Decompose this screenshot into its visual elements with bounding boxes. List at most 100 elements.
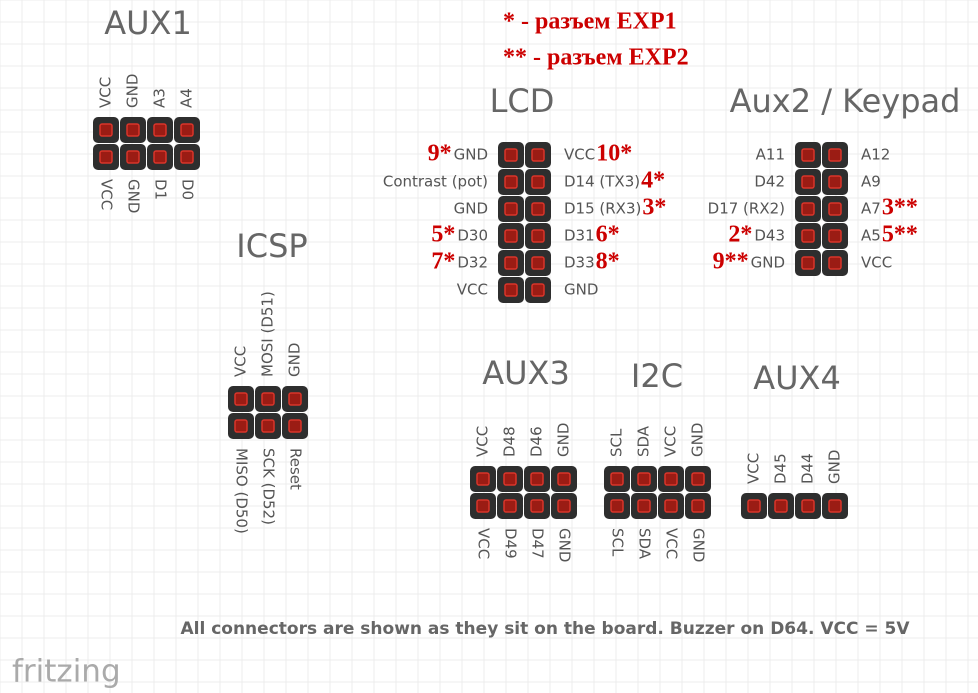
pin-socket [801,229,815,243]
pin-socket [503,499,517,513]
pin-label: D32 [457,254,488,272]
pin-label: A5 [861,227,881,245]
connector-mark: 6* [596,222,620,248]
pin-socket [288,419,302,433]
pin-socket [801,175,815,189]
connector-title: LCD [490,82,555,120]
pin-label: A7 [861,200,881,218]
pin-label: Reset [287,448,305,490]
pin-socket [126,123,140,137]
connector-mark: 4* [641,168,665,194]
pin-socket [504,256,518,270]
pin-label: Contrast (pot) [383,173,488,191]
pin-socket [530,472,544,486]
pin-socket [261,392,275,406]
pin-label: VCC [662,426,680,457]
pin-socket [747,499,761,513]
pin-label: VCC [475,528,493,559]
pin-socket [99,123,113,137]
pin-socket [180,150,194,164]
pin-socket [288,392,302,406]
pin-socket [234,392,248,406]
pin-label: D30 [457,227,488,245]
pin-label: D43 [754,227,785,245]
pin-socket [180,123,194,137]
pin-socket [503,472,517,486]
pin-label: D17 (RX2) [708,200,785,218]
pin-label: D33 [564,254,595,272]
pin-label: SCL [608,428,626,457]
connector-mark: 2* [728,222,752,248]
pin-socket [828,175,842,189]
pin-socket [530,499,544,513]
pin-label: GND [454,200,488,218]
pin-socket [504,202,518,216]
pin-socket [610,472,624,486]
pin-socket [828,229,842,243]
pin-socket [637,499,651,513]
pin-label: A12 [861,146,890,164]
pin-label: GND [124,74,142,108]
pin-socket [531,229,545,243]
connector-title: AUX3 [482,354,570,392]
pin-label: D0 [179,179,197,200]
pin-label: GND [564,281,598,299]
pin-label: D48 [501,426,519,457]
pin-label: SDA [635,425,653,457]
pin-socket [531,256,545,270]
pin-socket [126,150,140,164]
connector-title: I2C [631,357,683,395]
pin-socket [801,256,815,270]
pin-label: VCC [98,179,116,210]
pin-socket [476,499,490,513]
pin-socket [774,499,788,513]
connector-mark: 10* [596,141,632,167]
connector-mark: 8* [596,249,620,275]
pin-socket [476,472,490,486]
pin-label: GND [286,343,304,377]
pin-label: VCC [457,281,488,299]
pin-socket [828,202,842,216]
pin-label: GND [689,423,707,457]
connector-mark: 5* [431,222,455,248]
pin-label: VCC [97,77,115,108]
pin-label: D15 (RX3) [564,200,641,218]
legend-line: ** - разъем EXP2 [503,45,689,71]
connector-mark: 5** [882,222,918,248]
pin-label: VCC [474,426,492,457]
pin-socket [99,150,113,164]
pin-socket [828,499,842,513]
pin-label: D46 [528,426,546,457]
pin-label: A3 [151,88,169,108]
pin-label: D49 [502,528,520,559]
pin-socket [637,472,651,486]
connector-mark: 9** [713,249,749,275]
pin-socket [531,283,545,297]
connector-title: Aux2 / Keypad [730,82,961,120]
pin-label: D14 (TX3) [564,173,640,191]
pin-socket [504,148,518,162]
pin-label: D1 [152,179,170,200]
pin-socket [801,148,815,162]
pin-socket [691,499,705,513]
pin-socket [531,202,545,216]
pin-label: VCC [232,346,250,377]
logo: fritzing [12,654,121,690]
pin-label: VCC [861,254,892,272]
legend-line: * - разъем EXP1 [503,9,677,35]
connector-title: AUX1 [104,4,192,42]
footnote: All connectors are shown as they sit on … [180,619,910,639]
pin-socket [261,419,275,433]
pin-socket [153,123,167,137]
pin-socket [801,202,815,216]
connector-mark: 7* [431,249,455,275]
pin-label: D42 [754,173,785,191]
pin-label: SCK (D52) [260,448,278,525]
pin-label: MOSI (D51) [259,291,277,377]
pin-label: D45 [772,453,790,484]
pin-socket [234,419,248,433]
connector-mark: 3* [642,195,666,221]
pin-label: GND [125,179,143,213]
pin-socket [828,256,842,270]
pin-socket [664,499,678,513]
